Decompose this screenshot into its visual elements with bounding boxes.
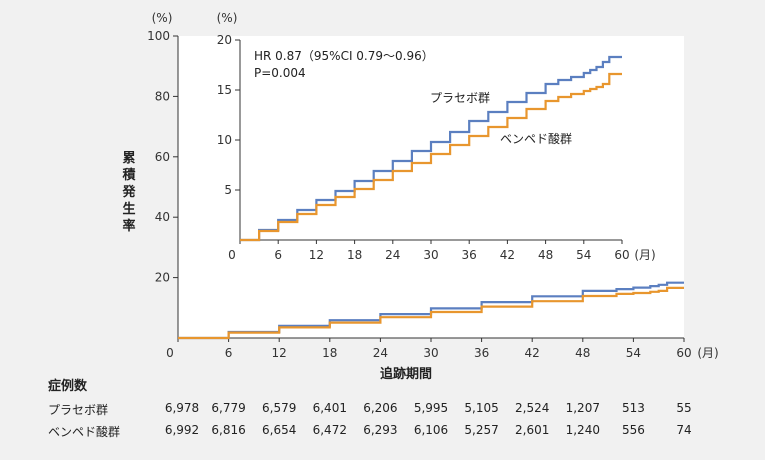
main-x-tick-label: 6 <box>225 346 233 360</box>
risk-table-title: 症例数 <box>48 379 88 394</box>
inset-series-line-1 <box>240 72 622 242</box>
main-x-tick-label: 0 <box>166 346 174 360</box>
inset-x-tick-label: 36 <box>462 248 477 262</box>
main-x-tick-label: 36 <box>474 346 489 360</box>
main-y-tick-label: 80 <box>155 89 170 103</box>
main-x-tick-label: 18 <box>322 346 337 360</box>
risk-count-cell: 1,240 <box>565 423 600 437</box>
risk-count-cell: 6,654 <box>262 423 297 437</box>
risk-count-cell: 5,995 <box>413 401 449 415</box>
main-x-unit: (月) <box>697 346 718 360</box>
hr-annotation-line: HR 0.87（95%CI 0.79～0.96） <box>254 49 434 63</box>
inset-x-tick-label: 30 <box>423 248 438 262</box>
risk-count-cell: 74 <box>676 423 692 437</box>
inset-y-tick-label: 10 <box>217 133 232 147</box>
risk-count-cell: 6,106 <box>413 423 449 437</box>
risk-count-cell: 556 <box>621 423 645 437</box>
main-series-line-0 <box>178 281 684 340</box>
main-y-unit: (%) <box>152 11 173 25</box>
risk-count-cell: 6,206 <box>363 401 398 415</box>
risk-count-cell: 6,293 <box>363 423 398 437</box>
risk-count-cell: 6,978 <box>164 401 200 415</box>
main-x-tick-label: 12 <box>272 346 287 360</box>
risk-row-label: ベンペド酸群 <box>48 425 121 439</box>
series-label-bempedoic: ベンペド酸群 <box>500 131 572 146</box>
inset-x-tick-label: 18 <box>347 248 362 262</box>
main-y-tick-label: 60 <box>155 150 170 164</box>
risk-count-cell: 6,401 <box>312 401 347 415</box>
risk-count-cell: 6,579 <box>262 401 297 415</box>
risk-row-label: プラセボ群 <box>48 403 109 417</box>
inset-x-tick-label: 60 <box>614 248 629 262</box>
risk-count-cell: 2,601 <box>515 423 550 437</box>
main-x-tick-label: 24 <box>373 346 388 360</box>
hr-annotation-line: P=0.004 <box>254 66 306 80</box>
inset-x-tick-label: 54 <box>576 248 591 262</box>
inset-x-tick-label: 6 <box>274 248 282 262</box>
inset-y-unit: (%) <box>217 11 238 25</box>
main-y-tick-label: 100 <box>147 29 170 43</box>
series-label-placebo: プラセボ群 <box>430 91 490 105</box>
inset-series-line-0 <box>240 55 622 242</box>
inset-x-unit: (月) <box>634 248 655 262</box>
risk-count-cell: 2,524 <box>515 401 550 415</box>
risk-count-cell: 6,472 <box>312 423 347 437</box>
inset-y-tick-label: 15 <box>217 83 232 97</box>
risk-count-cell: 1,207 <box>565 401 600 415</box>
risk-count-cell: 6,992 <box>164 423 200 437</box>
main-series-line-1 <box>178 286 684 340</box>
main-x-tick-label: 42 <box>525 346 540 360</box>
inset-x-tick-label: 42 <box>500 248 515 262</box>
risk-count-cell: 5,105 <box>464 401 499 415</box>
y-axis-label: 累積発生率 <box>122 151 136 234</box>
risk-count-cell: 55 <box>676 401 692 415</box>
risk-count-cell: 6,816 <box>211 423 246 437</box>
main-x-tick-label: 54 <box>626 346 641 360</box>
main-y-tick-label: 40 <box>155 210 170 224</box>
inset-x-tick-label: 48 <box>538 248 553 262</box>
risk-count-cell: 6,779 <box>211 401 246 415</box>
main-x-tick-label: 48 <box>575 346 590 360</box>
main-x-tick-label: 60 <box>676 346 691 360</box>
inset-plot-background <box>240 40 622 240</box>
x-axis-label: 追跡期間 <box>380 367 433 382</box>
inset-y-tick-label: 20 <box>217 33 232 47</box>
inset-x-tick-label: 0 <box>228 248 236 262</box>
main-y-tick-label: 20 <box>155 271 170 285</box>
risk-count-cell: 5,257 <box>464 423 499 437</box>
risk-count-cell: 513 <box>621 401 645 415</box>
inset-y-tick-label: 5 <box>224 183 232 197</box>
inset-x-tick-label: 24 <box>385 248 400 262</box>
main-x-tick-label: 30 <box>423 346 438 360</box>
inset-x-tick-label: 12 <box>309 248 324 262</box>
